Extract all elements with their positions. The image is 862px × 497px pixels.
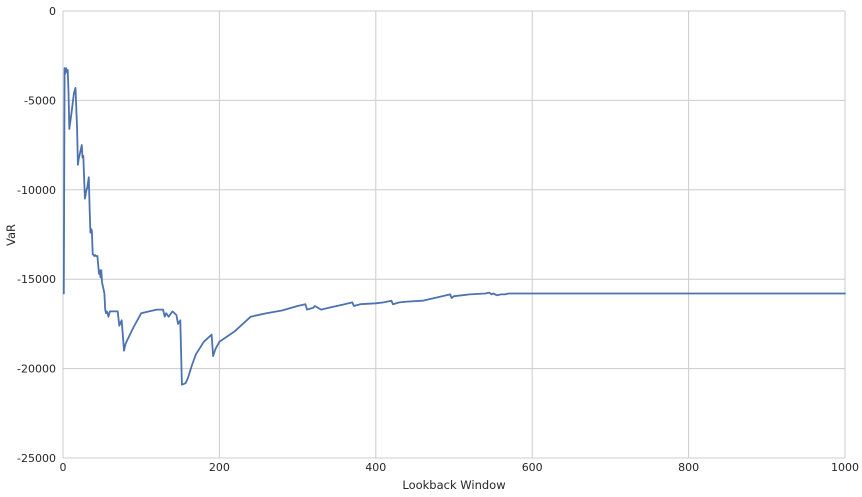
y-axis-label: VaR	[4, 224, 18, 246]
x-axis-label: Lookback Window	[402, 478, 505, 492]
series-layer	[62, 67, 846, 386]
grid-lines	[62, 10, 846, 459]
x-tick-labels: 0 200 400 600 800 1000	[60, 461, 860, 474]
x-tick-label: 600	[522, 461, 543, 474]
x-tick-label: 200	[209, 461, 230, 474]
y-tick-label: -5000	[24, 94, 56, 107]
var-series-line	[62, 67, 846, 386]
y-tick-label: -15000	[17, 273, 56, 286]
y-tick-label: -10000	[17, 184, 56, 197]
y-tick-label: -20000	[17, 363, 56, 376]
y-tick-label: 0	[49, 5, 56, 18]
y-tick-labels: 0 -5000 -10000 -15000 -20000 -25000	[17, 5, 56, 465]
x-tick-label: 800	[678, 461, 699, 474]
x-tick-label: 0	[60, 461, 67, 474]
y-tick-label: -25000	[17, 452, 56, 465]
x-tick-label: 1000	[831, 461, 859, 474]
x-tick-label: 400	[365, 461, 386, 474]
